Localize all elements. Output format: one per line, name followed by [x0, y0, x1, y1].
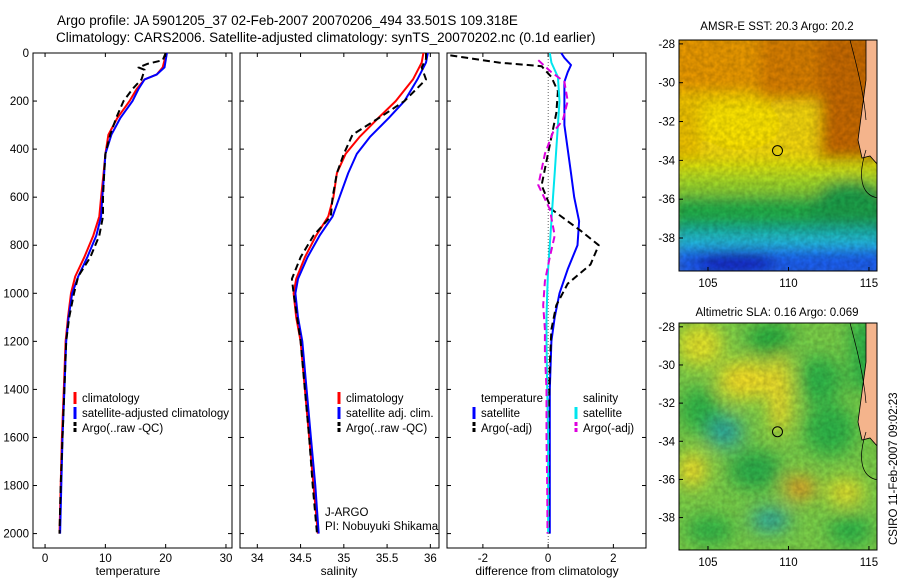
- depth-tick-label: 400: [10, 144, 29, 156]
- legend-label-satellite-adj: satellite adj. clim.: [346, 408, 434, 420]
- sst-xtick-label: 105: [698, 278, 717, 290]
- salinity-axes-frame: [239, 52, 440, 549]
- sst-land: [857, 40, 877, 165]
- difference-xtick-label: -2: [478, 553, 488, 565]
- depth-tick-label: 800: [10, 240, 29, 252]
- legend-label-argo: Argo(..raw -QC): [346, 423, 427, 435]
- depth-tick-label: 1600: [3, 432, 29, 444]
- sst-ytick-label: -28: [658, 39, 675, 51]
- temperature-profile-panel: 0 10 20 30 0 200 400 600 800 1000 1200 1400 1600 180…: [3, 48, 233, 578]
- sla-xtick-label: 105: [698, 557, 717, 569]
- sla-field: [679, 323, 877, 550]
- legend-label-sal-satellite: satellite: [583, 408, 622, 420]
- salinity-xtick-label: 35.5: [376, 553, 398, 565]
- temperature-xtick-label: 20: [159, 553, 172, 565]
- sla-xtick-label: 115: [860, 557, 878, 569]
- sst-float-position-marker: [771, 145, 783, 157]
- legend-label-sal-argo: Argo(-adj): [583, 423, 634, 435]
- sla-ytick-label: -28: [658, 322, 675, 334]
- sst-bathymetry-contour: [849, 40, 867, 121]
- difference-xtick-label: 0: [545, 553, 551, 565]
- sla-map-panel: Altimetric SLA: 0.16 Argo: 0.069: [658, 307, 878, 569]
- annotation-program: J-ARGO: [325, 507, 369, 519]
- sla-ytick-label: -38: [658, 513, 675, 525]
- sst-ytick-label: -38: [658, 233, 675, 245]
- sla-land: [857, 323, 877, 447]
- sst-xtick-label: 115: [860, 278, 878, 290]
- legend-label-argo: Argo(..raw -QC): [82, 423, 163, 435]
- salinity-series-argo-raw-qc-: [290, 53, 427, 534]
- salinity-legend: climatology satellite adj. clim. Argo(..…: [337, 392, 434, 435]
- salinity-series-satellite-adj-clim-: [294, 52, 429, 534]
- salinity-xtick-label: 34: [251, 553, 264, 565]
- depth-tick-label: 2000: [3, 529, 29, 541]
- sst-map-panel: AMSR-E SST: 20.3 Argo: 20.2: [658, 21, 878, 290]
- sla-map-title: Altimetric SLA: 0.16 Argo: 0.069: [695, 307, 858, 319]
- difference-xlabel: difference from climatology: [475, 564, 618, 578]
- sst-xtick-label: 110: [779, 278, 797, 290]
- temperature-series-argo-raw-qc-: [58, 52, 167, 534]
- difference-series-salinity-argo-adj-: [537, 59, 569, 534]
- depth-tick-label: 200: [10, 96, 29, 108]
- legend-title-salinity: salinity: [583, 393, 618, 405]
- legend-label-temp-argo: Argo(-adj): [481, 423, 532, 435]
- temperature-xlabel: temperature: [96, 564, 161, 578]
- depth-tick-label: 1000: [3, 288, 29, 300]
- annotation-pi: PI: Nobuyuki Shikama: [325, 521, 439, 533]
- legend-title-temperature: temperature: [481, 393, 543, 405]
- figure-title-line1: Argo profile: JA 5901205_37 02-Feb-2007 …: [57, 13, 518, 28]
- sst-ytick-label: -32: [658, 117, 675, 129]
- sst-bathymetry-contour-south: [861, 149, 877, 199]
- difference-xtick-label: 2: [610, 553, 616, 565]
- sst-ytick-label: -30: [658, 78, 675, 90]
- temperature-xtick-label: 30: [220, 553, 233, 565]
- sla-bathymetry-contour-south: [861, 431, 877, 481]
- figure-title-line2: Climatology: CARS2006. Satellite-adjuste…: [56, 30, 596, 45]
- depth-tick-label: 0: [23, 48, 29, 60]
- salinity-profile-panel: 34 34.5 35 35.5 36 salinity climatology sate…: [239, 52, 440, 578]
- sla-float-position-marker: [771, 426, 783, 438]
- sla-bathymetry-contour: [849, 323, 867, 404]
- sla-ytick-label: -36: [658, 474, 675, 486]
- difference-legend: temperature satellite Argo(-adj) salinit…: [472, 393, 634, 435]
- temperature-axes-frame: [32, 52, 233, 549]
- difference-profile-panel: -2 0 2 difference from climatology tempera…: [446, 52, 647, 578]
- sla-ytick-label: -30: [658, 360, 675, 372]
- depth-tick-label: 1800: [3, 481, 29, 493]
- depth-tick-label: 600: [10, 192, 29, 204]
- sst-ytick-label: -34: [658, 155, 675, 167]
- sst-ytick-label: -36: [658, 194, 675, 206]
- temperature-legend: climatology satellite-adjusted climatolo…: [73, 392, 229, 435]
- sst-field: [679, 40, 877, 271]
- salinity-series-climatology: [292, 52, 425, 534]
- depth-tick-label: 1200: [3, 336, 29, 348]
- temperature-xtick-label: 0: [42, 553, 48, 565]
- temperature-xtick-label: 10: [99, 553, 112, 565]
- sla-ytick-label: -32: [658, 398, 675, 410]
- legend-label-climatology: climatology: [346, 393, 404, 405]
- salinity-xlabel: salinity: [321, 564, 358, 578]
- side-credit-text: CSIRO 11-Feb-2007 09:02:23: [888, 392, 900, 545]
- sla-ytick-label: -34: [658, 436, 675, 448]
- salinity-xtick-label: 34.5: [289, 553, 311, 565]
- legend-label-satellite-adjusted: satellite-adjusted climatology: [82, 408, 229, 420]
- difference-series-salinity-satellite: [545, 52, 561, 534]
- difference-series-temperature-argo-adj-: [450, 54, 600, 534]
- sla-xtick-label: 110: [779, 557, 797, 569]
- sst-map-frame: [678, 39, 878, 272]
- sst-map-title: AMSR-E SST: 20.3 Argo: 20.2: [700, 21, 853, 33]
- legend-label-temp-satellite: satellite: [481, 408, 520, 420]
- sla-map-frame: [678, 322, 878, 551]
- depth-tick-label: 1400: [3, 384, 29, 396]
- salinity-xtick-label: 36: [424, 553, 437, 565]
- legend-label-climatology: climatology: [82, 393, 140, 405]
- salinity-xtick-label: 35: [337, 553, 350, 565]
